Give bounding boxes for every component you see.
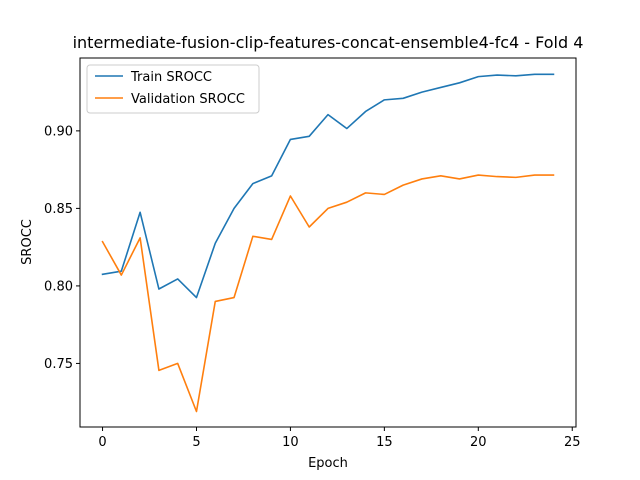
x-tick-label: 20	[470, 435, 487, 450]
legend-label-train: Train SROCC	[130, 70, 212, 85]
x-tick-label: 25	[564, 435, 581, 450]
series-layer	[101, 73, 555, 413]
y-tick-label: 0.85	[44, 202, 73, 217]
x-tick-label: 15	[376, 435, 393, 450]
legend-label-validation: Validation SROCC	[131, 92, 245, 107]
series-line-validation-srocc	[101, 174, 555, 413]
y-tick-label: 0.75	[44, 357, 73, 372]
x-axis-label: Epoch	[308, 456, 348, 471]
chart-title: intermediate-fusion-clip-features-concat…	[73, 33, 584, 52]
y-tick-label: 0.80	[44, 279, 73, 294]
plot-frame	[79, 57, 577, 428]
legend-box	[86, 64, 260, 114]
legend: Train SROCC Validation SROCC	[86, 64, 260, 114]
x-axis: 0 5 10 15 20 25	[98, 427, 581, 450]
y-tick-label: 0.90	[44, 124, 73, 139]
x-tick-label: 5	[192, 435, 200, 450]
y-axis: 0.75 0.80 0.85 0.90	[44, 124, 80, 372]
x-tick-label: 10	[282, 435, 299, 450]
series-line-train-srocc	[101, 73, 555, 299]
y-axis-label: SROCC	[20, 219, 35, 265]
x-tick-label: 0	[98, 435, 106, 450]
